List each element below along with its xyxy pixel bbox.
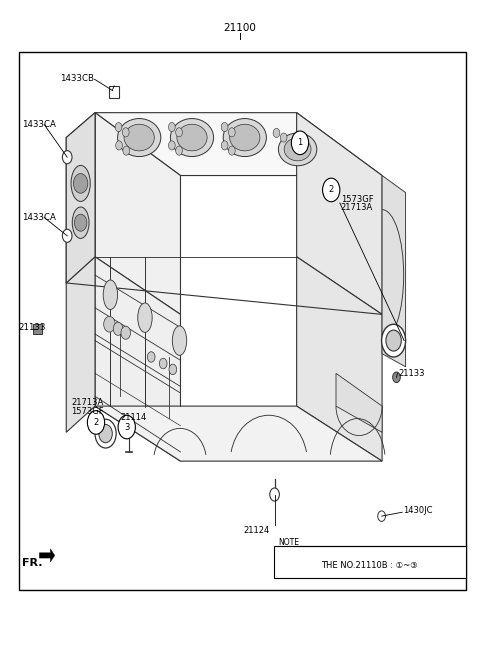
Text: 3: 3 — [124, 422, 130, 432]
Ellipse shape — [118, 119, 161, 157]
Polygon shape — [382, 176, 406, 367]
Circle shape — [95, 419, 116, 448]
Bar — [19, 52, 466, 590]
Circle shape — [87, 411, 105, 434]
Polygon shape — [66, 257, 95, 432]
Ellipse shape — [170, 119, 214, 157]
Text: 21100: 21100 — [224, 23, 256, 33]
Polygon shape — [297, 257, 382, 461]
Bar — [274, 546, 466, 578]
Circle shape — [270, 488, 279, 501]
Text: NOTE: NOTE — [278, 538, 300, 547]
Ellipse shape — [172, 326, 187, 356]
Polygon shape — [95, 257, 180, 461]
Circle shape — [176, 128, 182, 137]
Circle shape — [74, 214, 87, 231]
Ellipse shape — [138, 303, 152, 333]
Ellipse shape — [223, 119, 266, 157]
Polygon shape — [109, 86, 119, 98]
Circle shape — [228, 128, 235, 137]
Polygon shape — [95, 113, 180, 314]
Polygon shape — [95, 406, 382, 461]
Circle shape — [168, 122, 175, 132]
Ellipse shape — [124, 124, 155, 151]
Ellipse shape — [72, 207, 89, 238]
Polygon shape — [66, 113, 95, 283]
Text: 21713A: 21713A — [71, 398, 103, 407]
Circle shape — [118, 415, 135, 439]
Text: 2: 2 — [329, 185, 334, 195]
Circle shape — [123, 146, 130, 155]
Polygon shape — [297, 113, 382, 314]
Text: 2: 2 — [94, 418, 98, 427]
Circle shape — [116, 141, 122, 150]
Ellipse shape — [103, 280, 118, 309]
Circle shape — [169, 364, 177, 375]
Circle shape — [73, 174, 88, 193]
Circle shape — [121, 326, 131, 339]
Text: 21133: 21133 — [18, 323, 46, 332]
Circle shape — [176, 146, 182, 155]
Text: 21713A: 21713A — [341, 203, 373, 212]
Polygon shape — [39, 549, 55, 562]
Text: 21124: 21124 — [243, 526, 269, 535]
Text: 1433CA: 1433CA — [22, 120, 56, 129]
Ellipse shape — [278, 133, 317, 166]
Text: 1433CA: 1433CA — [22, 213, 56, 222]
Circle shape — [273, 128, 280, 138]
Text: FR.: FR. — [22, 558, 42, 569]
Circle shape — [393, 372, 400, 383]
Text: THE NO.21110B : ①~③: THE NO.21110B : ①~③ — [321, 561, 418, 571]
Circle shape — [122, 128, 129, 137]
Ellipse shape — [177, 124, 207, 151]
Circle shape — [115, 122, 122, 132]
Circle shape — [378, 511, 385, 521]
Polygon shape — [95, 113, 382, 176]
Text: 21114: 21114 — [120, 413, 146, 422]
Text: 21133: 21133 — [398, 369, 425, 378]
Circle shape — [382, 324, 406, 357]
Text: 1433CB: 1433CB — [60, 74, 94, 83]
Ellipse shape — [229, 124, 260, 151]
Circle shape — [221, 141, 228, 150]
Circle shape — [99, 424, 112, 443]
Circle shape — [323, 178, 340, 202]
Circle shape — [62, 151, 72, 164]
Circle shape — [291, 131, 309, 155]
Circle shape — [104, 316, 115, 332]
Ellipse shape — [284, 138, 311, 161]
Circle shape — [159, 358, 167, 369]
Polygon shape — [66, 113, 95, 283]
Circle shape — [280, 133, 287, 142]
Text: 1: 1 — [298, 138, 302, 147]
Circle shape — [168, 141, 175, 150]
Polygon shape — [33, 324, 42, 334]
Ellipse shape — [71, 166, 90, 202]
Circle shape — [386, 330, 401, 351]
Text: 1573GF: 1573GF — [341, 195, 373, 204]
Text: 1430JC: 1430JC — [403, 506, 432, 515]
Circle shape — [113, 322, 123, 335]
Circle shape — [62, 229, 72, 242]
Text: 1573GF: 1573GF — [71, 407, 104, 416]
Circle shape — [147, 352, 155, 362]
Polygon shape — [336, 373, 382, 432]
Circle shape — [221, 122, 228, 132]
Circle shape — [228, 146, 235, 155]
